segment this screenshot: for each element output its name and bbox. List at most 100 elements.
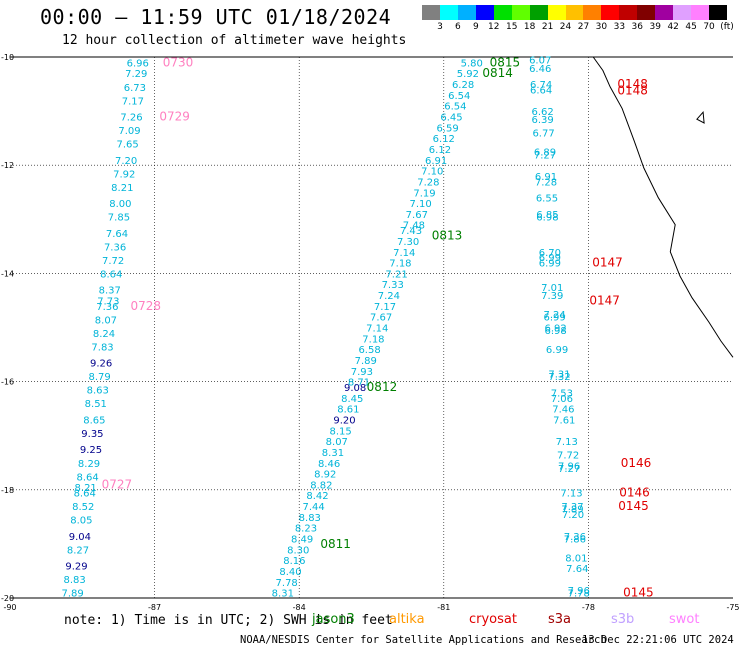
wave-height-value: 7.89 <box>561 505 583 516</box>
color-scale-tick-label: 42 <box>667 22 679 32</box>
wave-height-value: 8.46 <box>318 459 340 470</box>
wave-height-value: 7.24 <box>378 291 400 302</box>
wave-height-value: 6.62 <box>531 107 553 118</box>
wave-height-value: 8.71 <box>348 378 370 389</box>
wave-height-value: 9.25 <box>80 445 102 456</box>
wave-height-value: 7.64 <box>566 564 588 575</box>
pass-time-label: 0145 <box>623 586 654 600</box>
wave-height-value: 7.89 <box>355 356 377 367</box>
wave-height-value: 9.29 <box>65 562 87 573</box>
wave-height-value: 8.16 <box>283 556 305 567</box>
satellite-legend-altika: altika <box>389 612 425 627</box>
color-swatch <box>511 5 530 20</box>
wave-height-value: 8.31 <box>272 589 294 600</box>
wave-height-value: 7.28 <box>417 177 439 188</box>
wave-height-value: 7.36 <box>104 242 126 253</box>
wave-height-value: 7.27 <box>558 464 580 475</box>
pass-time-label: 0727 <box>102 477 133 491</box>
wave-height-value: 5.92 <box>457 69 479 80</box>
wave-height-value: 6.70 <box>539 248 561 259</box>
wave-height-value: 7.18 <box>362 334 384 345</box>
lat-lon-grid <box>10 56 733 599</box>
satellite-legend-s3a: s3a <box>548 612 572 627</box>
pass-time-label: 0148 <box>617 77 648 91</box>
color-scale-tick-label: 18 <box>523 22 536 32</box>
wave-height-value: 7.09 <box>118 126 140 137</box>
wave-height-value: 6.74 <box>530 80 552 91</box>
latitude-label: -10 <box>1 53 14 62</box>
wave-height-value: 7.85 <box>108 213 130 224</box>
wave-height-value: 7.19 <box>413 188 435 199</box>
wave-height-value: 7.48 <box>403 221 425 232</box>
wave-height-value: 8.23 <box>295 524 317 535</box>
wave-height-value: 7.46 <box>552 405 574 416</box>
wave-height-value: 7.13 <box>556 437 578 448</box>
wave-height-values: 6.967.29 6.73 7.17 7.26 7.09 7.65 7.20 7.92 8.21… <box>62 56 590 600</box>
wave-height-value: 7.39 <box>541 291 563 302</box>
wave-height-value: 7.96 <box>568 586 590 597</box>
wave-height-value: 8.79 <box>89 372 111 383</box>
wave-height-value: 8.64 <box>74 489 96 500</box>
wave-height-value: 5.80 <box>461 58 483 69</box>
wave-height-value: 6.99 <box>544 313 566 324</box>
wave-height-value: 6.99 <box>539 253 561 264</box>
wave-height-value: 8.49 <box>291 534 313 545</box>
wave-height-value: 6.12 <box>429 145 451 156</box>
color-scale-tick-label: 36 <box>631 22 644 32</box>
wave-height-value: 7.92 <box>113 169 135 180</box>
wave-height-value: 7.28 <box>535 177 557 188</box>
wave-height-value: 7.78 <box>568 589 590 600</box>
wave-height-value: 6.39 <box>531 115 553 126</box>
pass-time-label: 0146 <box>621 456 652 470</box>
color-swatch <box>655 5 674 20</box>
wave-height-value: 6.59 <box>437 123 459 134</box>
wave-height-value: 8.30 <box>287 545 309 556</box>
wave-height-value: 7.10 <box>421 167 443 178</box>
wave-height-value: 7.20 <box>562 510 584 521</box>
wave-height-value: 7.14 <box>393 248 415 259</box>
color-swatch <box>493 5 512 20</box>
wave-height-value: 6.28 <box>452 80 474 91</box>
coastline-path <box>592 56 734 358</box>
pass-time-label: 0145 <box>618 499 649 513</box>
wave-height-value: 7.33 <box>382 280 404 291</box>
wave-height-value: 8.01 <box>565 553 587 564</box>
latitude-label: -16 <box>1 378 14 387</box>
color-scale-bar <box>422 5 727 20</box>
footer-note: note: 1) Time is in UTC; 2) SWH is in fe… <box>64 613 393 628</box>
color-scale-tick-label: 27 <box>577 22 590 32</box>
wave-height-value: 6.54 <box>448 91 470 102</box>
color-scale-tick-label: 45 <box>685 22 697 32</box>
wave-height-value: 7.13 <box>560 489 582 500</box>
wave-height-value: 7.72 <box>557 451 579 462</box>
color-swatch <box>601 5 620 20</box>
satellite-legend-swot: swot <box>669 612 700 627</box>
island-outline <box>696 111 705 124</box>
wave-height-value: 7.73 <box>97 296 119 307</box>
color-scale-tick-label: 33 <box>613 22 626 32</box>
wave-height-value: 6.85 <box>536 210 558 221</box>
color-swatch <box>565 5 584 20</box>
wave-height-value: 7.67 <box>370 313 392 324</box>
wave-height-value: 8.15 <box>330 426 352 437</box>
pass-time-label: 0811 <box>320 537 351 551</box>
wave-height-value: 7.83 <box>91 342 113 353</box>
wave-height-value: 8.83 <box>63 575 85 586</box>
wave-height-value: 6.99 <box>546 345 568 356</box>
page-subtitle: 12 hour collection of altimeter wave hei… <box>62 33 407 48</box>
color-swatch <box>637 5 656 20</box>
color-scale-tick-label: 70 <box>703 22 715 32</box>
wave-height-value: 7.53 <box>551 388 573 399</box>
wave-height-value: 7.43 <box>400 226 422 237</box>
pass-time-label: 0729 <box>159 110 190 124</box>
wave-height-value: 6.55 <box>536 194 558 205</box>
wave-height-value: 7.72 <box>102 256 124 267</box>
wave-height-value: 7.27 <box>534 150 556 161</box>
longitude-label: -87 <box>148 603 161 612</box>
color-scale-tick-label: 21 <box>541 22 554 32</box>
color-swatch <box>691 5 709 20</box>
wave-height-value: 7.36 <box>96 302 118 313</box>
longitude-label: -78 <box>582 603 595 612</box>
